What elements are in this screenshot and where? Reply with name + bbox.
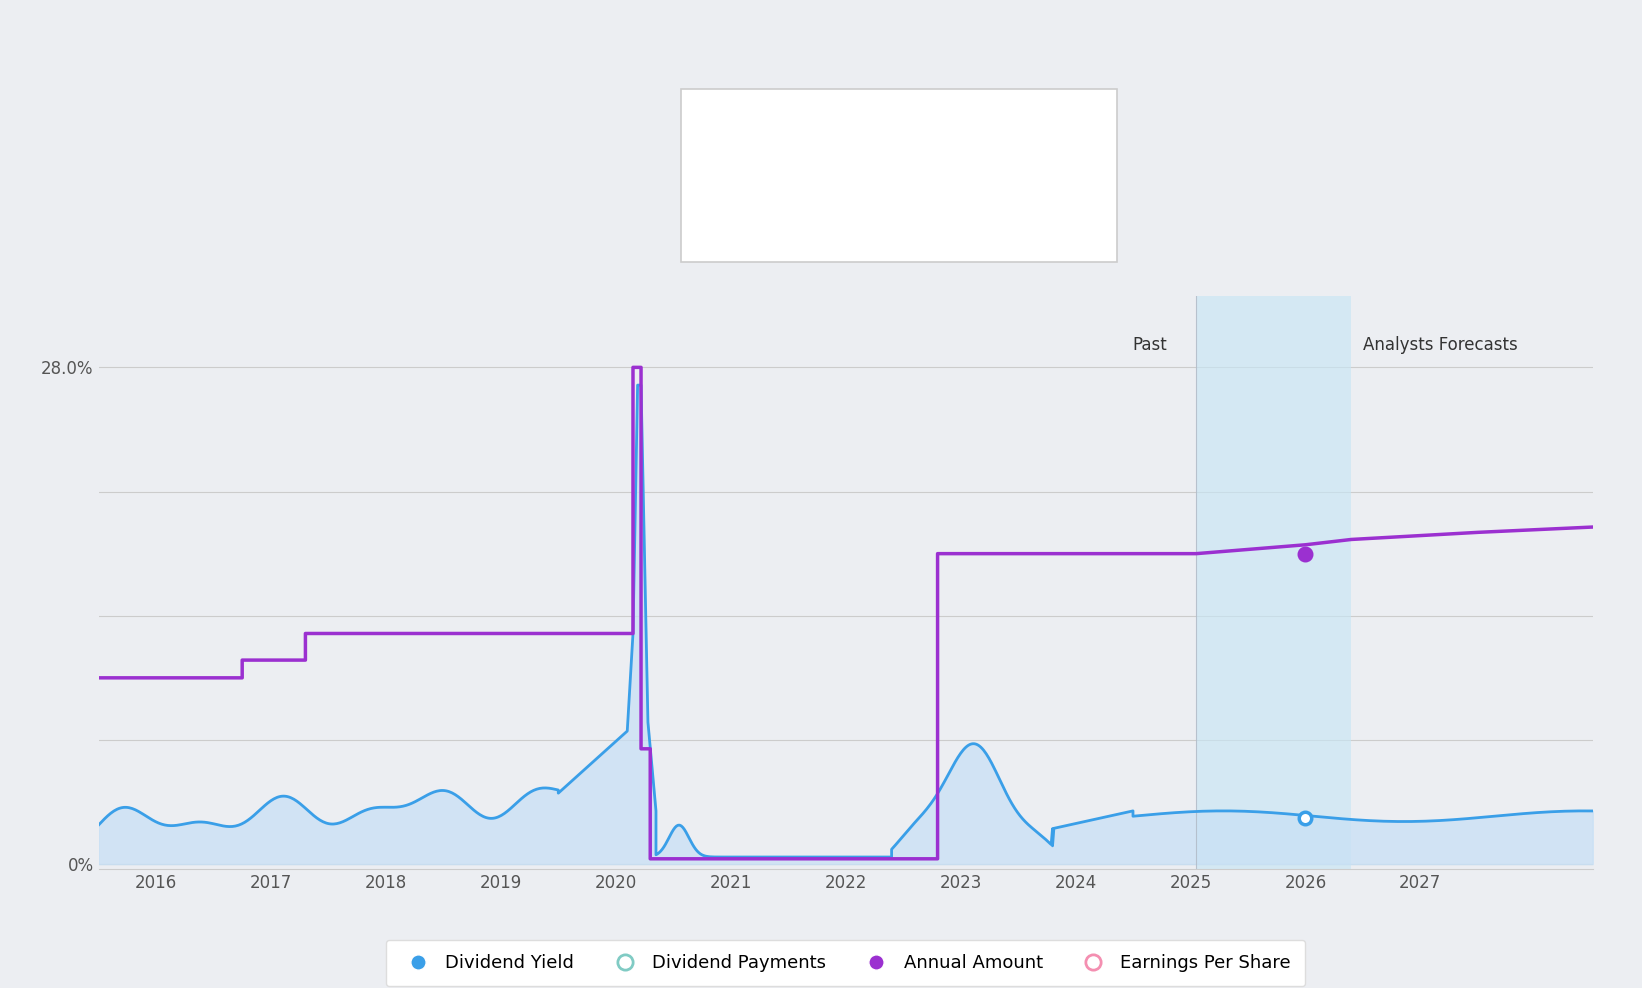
FancyBboxPatch shape bbox=[681, 89, 1117, 262]
Bar bbox=[1195, 296, 1351, 869]
Text: Dec 31 2025: Dec 31 2025 bbox=[708, 110, 832, 127]
Legend: Dividend Yield, Dividend Payments, Annual Amount, Earnings Per Share: Dividend Yield, Dividend Payments, Annua… bbox=[386, 940, 1305, 986]
Text: 2.6%/year: 2.6%/year bbox=[916, 215, 998, 230]
Text: CA$0.400/year: CA$0.400/year bbox=[916, 162, 1038, 177]
Text: Analysts Forecasts: Analysts Forecasts bbox=[1363, 336, 1517, 354]
Text: Annual Amount: Annual Amount bbox=[708, 162, 821, 177]
Text: Past: Past bbox=[1133, 336, 1167, 354]
Text: Dividend Yield: Dividend Yield bbox=[708, 215, 813, 230]
